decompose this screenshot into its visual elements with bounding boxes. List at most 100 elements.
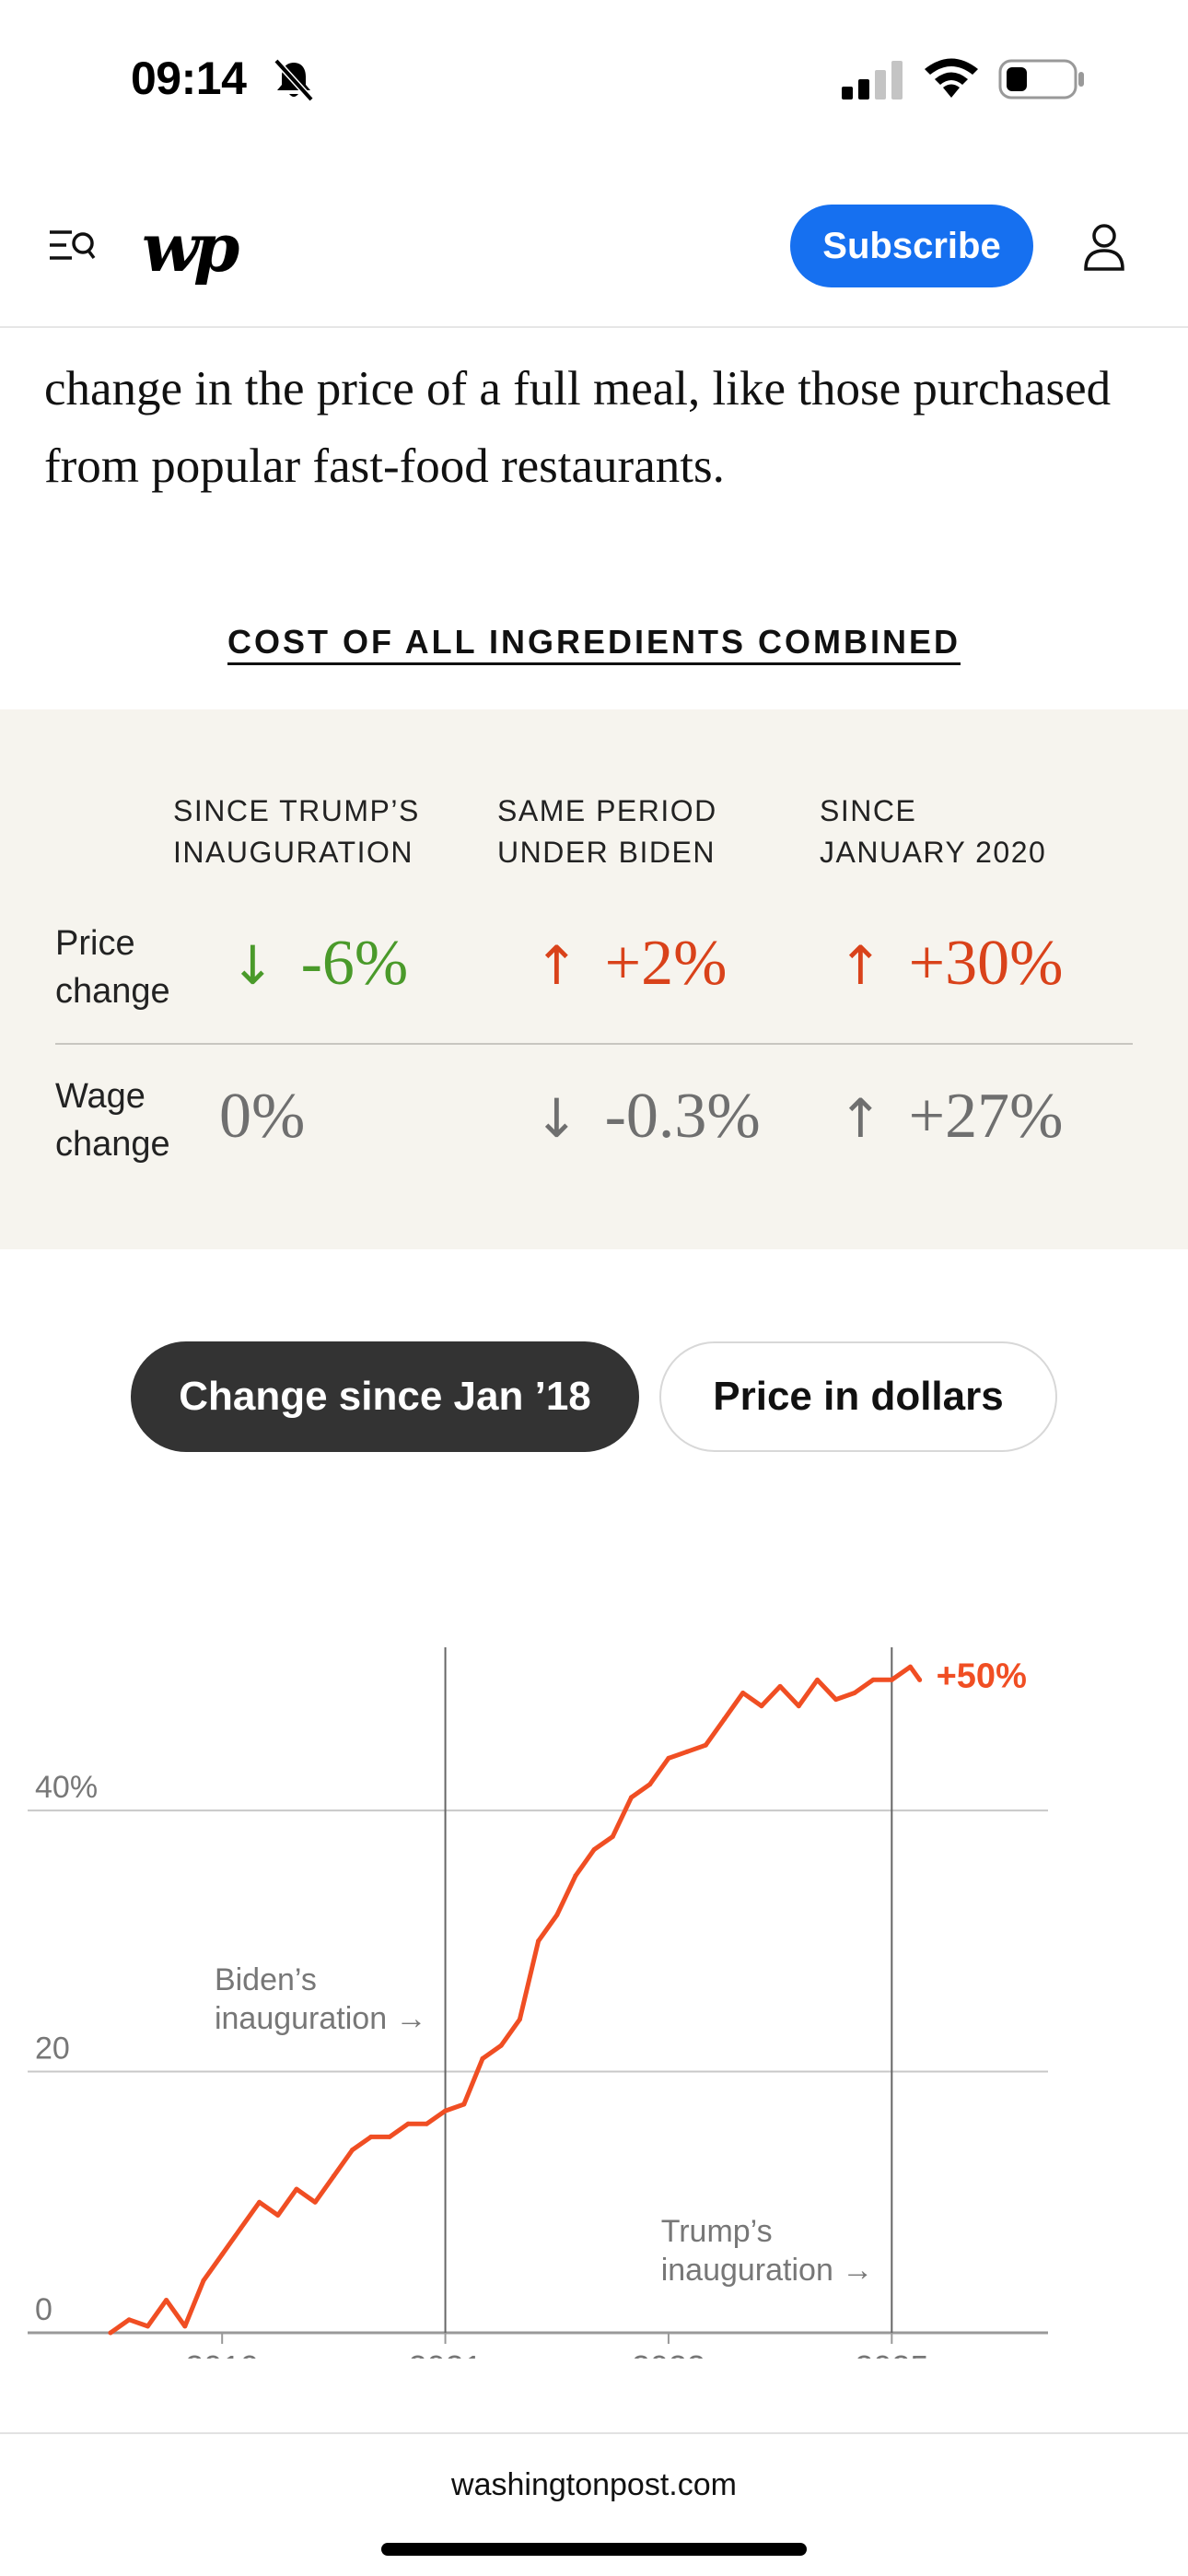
stat-value: +27% xyxy=(908,1081,1064,1152)
column-header-line: UNDER BIDEN xyxy=(497,836,716,869)
column-header-biden: SAME PERIOD UNDER BIDEN xyxy=(497,790,717,873)
data-point xyxy=(852,1691,857,1696)
change-since-jan-18-button[interactable]: Change since Jan ’18 xyxy=(131,1341,639,1452)
up-arrow-icon: ↑ xyxy=(838,934,883,997)
price-in-dollars-button[interactable]: Price in dollars xyxy=(659,1341,1057,1452)
site-header: wp Subscribe xyxy=(0,184,1188,328)
data-point xyxy=(145,2324,150,2329)
column-header-line: INAUGURATION xyxy=(173,836,413,869)
row-label-line: change xyxy=(55,1125,170,1164)
row-label-price: Price change xyxy=(55,919,170,1015)
data-point xyxy=(238,2226,243,2231)
data-point xyxy=(312,2199,318,2205)
annotation-line1: Trump’s xyxy=(661,2214,773,2249)
price-change-trump: ↓ -6% xyxy=(230,927,408,1001)
data-point xyxy=(703,1742,708,1748)
price-change-biden: ↑ +2% xyxy=(534,927,727,1001)
data-point xyxy=(126,2317,132,2323)
data-point xyxy=(443,2108,448,2113)
data-point xyxy=(498,2043,504,2048)
down-arrow-icon: ↓ xyxy=(534,1087,579,1150)
data-point xyxy=(517,2017,522,2022)
row-label-wage: Wage change xyxy=(55,1072,170,1168)
data-point xyxy=(257,2199,262,2205)
wp-logo[interactable]: wp xyxy=(142,208,239,287)
data-point xyxy=(536,1938,542,1944)
x-tick-label: 2021 xyxy=(409,2348,483,2359)
account-icon[interactable] xyxy=(1083,223,1125,271)
data-point xyxy=(368,2134,374,2139)
data-point xyxy=(591,1847,597,1853)
footer-url[interactable]: washingtonpost.com xyxy=(451,2467,737,2502)
footer: washingtonpost.com xyxy=(0,2432,1188,2576)
data-point xyxy=(275,2212,281,2218)
wage-change-trump: 0% xyxy=(219,1080,305,1153)
data-point xyxy=(666,1755,671,1761)
row-label-line: Wage xyxy=(55,1077,146,1116)
stat-value: -6% xyxy=(300,928,409,999)
data-point xyxy=(387,2134,392,2139)
data-point xyxy=(480,2055,485,2061)
data-point xyxy=(722,1716,728,1722)
data-point xyxy=(796,1704,801,1709)
x-tick-label: 2025 xyxy=(855,2348,928,2359)
up-arrow-icon: ↑ xyxy=(534,934,579,997)
bell-muted-icon xyxy=(274,58,314,101)
data-point xyxy=(777,1683,783,1689)
data-point xyxy=(350,2148,355,2153)
row-divider xyxy=(55,1043,1133,1045)
up-arrow-icon: ↑ xyxy=(838,1087,883,1150)
column-header-2020: SINCE JANUARY 2020 xyxy=(820,790,1046,873)
data-point xyxy=(917,1677,923,1682)
table-heading-text: COST OF ALL INGREDIENTS COMBINED xyxy=(227,623,961,665)
y-tick-label: 0 xyxy=(35,2292,52,2327)
data-point xyxy=(629,1795,635,1800)
annotation-line1: Biden’s xyxy=(215,1962,317,1997)
data-point xyxy=(759,1704,764,1709)
home-indicator[interactable] xyxy=(381,2543,807,2556)
data-point xyxy=(554,1912,560,1917)
wifi-icon xyxy=(925,58,978,98)
data-point xyxy=(424,2121,429,2126)
price-change-2020: ↑ +30% xyxy=(838,927,1063,1001)
data-point xyxy=(331,2173,336,2179)
annotation-line2: inauguration → xyxy=(661,2253,874,2288)
down-arrow-icon: ↓ xyxy=(230,934,275,997)
data-point xyxy=(108,2330,113,2336)
data-point xyxy=(908,1664,914,1669)
article-paragraph: change in the price of a full meal, like… xyxy=(44,362,1112,493)
column-header-line: JANUARY 2020 xyxy=(820,836,1047,869)
column-header-line: SINCE xyxy=(820,794,917,827)
data-point xyxy=(833,1697,839,1703)
column-header-trump: SINCE TRUMP’S INAUGURATION xyxy=(173,790,420,873)
data-point xyxy=(405,2121,411,2126)
battery-icon xyxy=(998,59,1084,100)
stat-value: +30% xyxy=(908,928,1064,999)
column-header-line: SAME PERIOD xyxy=(497,794,717,827)
status-bar: 09:14 xyxy=(0,0,1188,157)
data-point xyxy=(294,2186,299,2192)
table-heading: COST OF ALL INGREDIENTS COMBINED xyxy=(0,623,1188,665)
signal-icon xyxy=(842,61,903,100)
row-label-line: Price xyxy=(55,924,135,963)
status-time: 09:14 xyxy=(131,53,247,104)
stat-value: -0.3% xyxy=(604,1081,761,1152)
column-header-line: SINCE TRUMP’S xyxy=(173,794,420,827)
data-point xyxy=(870,1677,876,1682)
data-point xyxy=(461,2102,467,2107)
data-point xyxy=(164,2298,169,2303)
menu-search-icon[interactable] xyxy=(48,227,96,269)
data-point xyxy=(815,1677,821,1682)
stat-value: 0% xyxy=(219,1081,306,1152)
stat-value: +2% xyxy=(604,928,728,999)
price-change-chart: 0 20 40% 2019 2021 2023 2025 Biden’s inauguratio… xyxy=(28,1647,1048,2359)
data-point xyxy=(889,1677,894,1682)
data-point xyxy=(610,1833,615,1839)
subscribe-button[interactable]: Subscribe xyxy=(790,205,1033,287)
data-point xyxy=(684,1749,690,1754)
data-point xyxy=(647,1782,653,1787)
annotation-line2: inauguration → xyxy=(215,2001,427,2036)
data-point xyxy=(219,2252,225,2257)
data-point xyxy=(740,1691,746,1696)
wage-change-2020: ↑ +27% xyxy=(838,1080,1063,1153)
